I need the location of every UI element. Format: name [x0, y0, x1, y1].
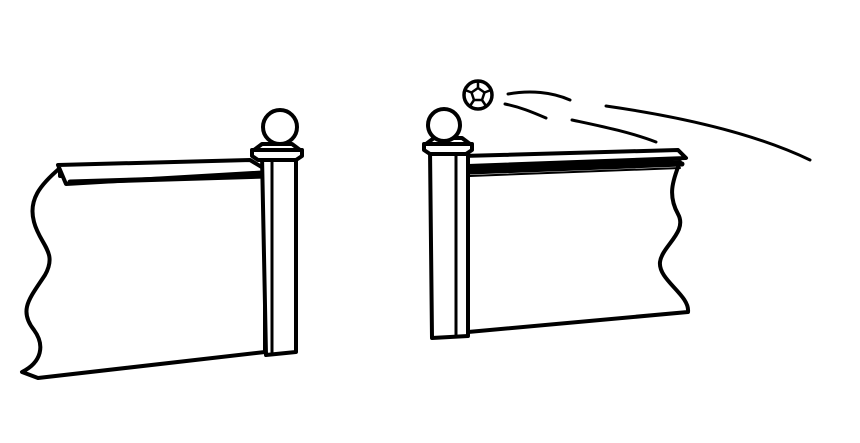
right-finial	[426, 107, 462, 143]
left-finial	[261, 108, 299, 146]
right-wall	[422, 107, 690, 340]
soccer-ball-icon	[462, 79, 494, 111]
motion-trail	[503, 90, 812, 162]
left-wall	[20, 108, 304, 380]
